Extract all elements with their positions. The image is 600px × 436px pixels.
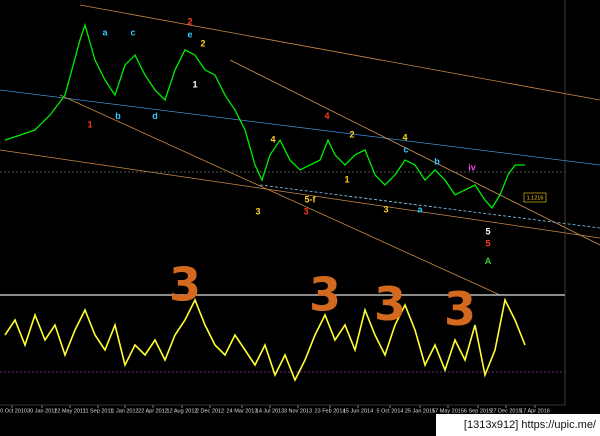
wave-label: 3 (303, 206, 308, 216)
x-tick-label: 10 Oct 2010 (0, 408, 27, 414)
wave-label: a (417, 204, 423, 214)
wave-label: b (115, 111, 121, 121)
watermark-box (436, 414, 600, 436)
x-tick-label: 25 Jan 2015 (405, 408, 435, 414)
wave-label: 2 (349, 130, 354, 140)
wave-label: 1 (87, 119, 92, 129)
x-tick-label: 2 Dec 2012 (196, 408, 224, 414)
wave-label: 5-f (305, 194, 317, 204)
channel-line (0, 149, 600, 239)
x-tick-label: 23 Feb 2014 (315, 408, 346, 414)
price-box (523, 192, 547, 203)
wave-label: A (485, 256, 492, 266)
channel-line (259, 184, 600, 229)
channel-line (79, 4, 600, 101)
wave-label: a (102, 27, 108, 37)
oscillator-wave-label: 3 (374, 277, 406, 331)
x-tick-label: 15 Jun 2014 (343, 408, 373, 414)
wave-label: 4 (324, 111, 329, 121)
watermark: [1313x912] https://upic.me/ (464, 419, 597, 431)
x-tick-label: 12 Aug 2012 (167, 408, 198, 414)
wave-label: 2 (200, 38, 205, 48)
x-tick-label: 1 Jan 2012 (111, 408, 138, 414)
wave-label: d (152, 111, 158, 121)
price-line (4, 22, 525, 209)
oscillator-line (4, 297, 526, 382)
oscillator-wave-label: 3 (169, 258, 201, 312)
wave-label: 1 (344, 174, 349, 184)
wave-label: 4 (402, 132, 407, 142)
wave-label: e (187, 29, 192, 39)
x-tick-label: 22 Apr 2012 (138, 408, 168, 414)
x-tick-label: 24 Mar 2013 (227, 408, 258, 414)
x-tick-label: 3 Nov 2013 (284, 408, 312, 414)
wave-label: iv (468, 162, 476, 172)
wave-label: 2 (187, 16, 192, 26)
x-tick-label: 17 May 2015 (432, 408, 464, 414)
price-box-label: 1.1216 (527, 195, 544, 201)
channel-line (0, 89, 600, 166)
oscillator-wave-label: 3 (309, 268, 341, 322)
wave-label: 5 (485, 238, 490, 248)
oscillator-wave-label: 3 (444, 282, 476, 336)
wave-label: 3 (255, 206, 260, 216)
wave-label: 4 (270, 134, 275, 144)
wave-label: c (403, 144, 408, 154)
x-tick-label: 30 Jan 2011 (27, 408, 57, 414)
wave-label: b (434, 156, 440, 166)
wave-label: 1 (192, 79, 197, 89)
x-tick-label: 27 Dec 2015 (490, 408, 521, 414)
channel-line (229, 59, 600, 246)
x-tick-label: 17 Apr 2016 (520, 408, 550, 414)
x-tick-label: 5 Oct 2014 (377, 408, 404, 414)
wave-label: 5 (485, 226, 490, 236)
wave-label: c (130, 27, 135, 37)
x-tick-label: 22 May 2011 (54, 408, 85, 414)
x-tick-label: 11 Sep 2011 (83, 408, 113, 414)
wave-label: 3 (383, 204, 388, 214)
channel-line (59, 94, 501, 296)
x-tick-label: 6 Sep 2015 (464, 408, 492, 414)
x-tick-label: 14 Jul 2013 (256, 408, 284, 414)
